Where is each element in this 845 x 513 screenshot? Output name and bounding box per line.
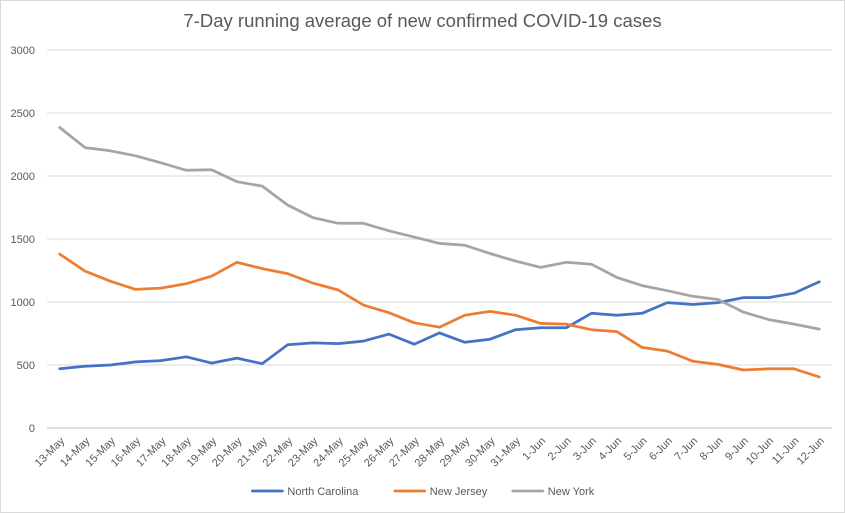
y-tick-label: 2000	[11, 171, 35, 183]
legend-label-north-carolina: North Carolina	[287, 486, 359, 498]
x-tick-label: 2-Jun	[546, 435, 574, 463]
y-tick-label: 0	[29, 423, 35, 435]
y-tick-label: 1500	[11, 234, 35, 246]
y-axis-ticks: 0 500 1000 1500 2000 2500 3000	[11, 45, 35, 435]
x-axis-ticks: 13-May14-May15-May16-May17-May18-May19-M…	[33, 435, 827, 470]
x-tick-label: 3-Jun	[571, 435, 599, 463]
chart-title: 7-Day running average of new confirmed C…	[183, 10, 662, 31]
legend-label-new-jersey: New Jersey	[430, 486, 488, 498]
y-tick-label: 500	[17, 360, 35, 372]
y-tick-label: 3000	[11, 45, 35, 57]
series-line-new-york	[58, 126, 821, 331]
y-tick-label: 2500	[11, 108, 35, 120]
legend-label-new-york: New York	[548, 486, 595, 498]
x-tick-label: 12-Jun	[795, 435, 827, 467]
x-tick-label: 10-Jun	[744, 435, 776, 467]
gridlines	[47, 49, 832, 429]
legend: North Carolina New Jersey New York	[251, 486, 595, 498]
series-line-new-jersey	[58, 252, 821, 379]
series-line-north-carolina	[58, 280, 821, 371]
x-tick-label: 7-Jun	[672, 435, 700, 463]
x-tick-label: 4-Jun	[596, 435, 624, 463]
x-tick-label: 1-Jun	[520, 435, 548, 463]
x-tick-label: 6-Jun	[647, 435, 675, 463]
x-tick-label: 5-Jun	[622, 435, 650, 463]
series-lines	[58, 126, 821, 379]
x-tick-label: 8-Jun	[698, 435, 726, 463]
y-tick-label: 1000	[11, 297, 35, 309]
